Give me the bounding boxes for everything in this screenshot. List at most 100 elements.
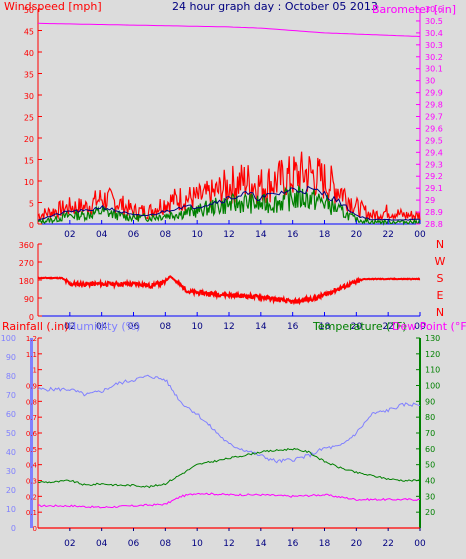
temperature-tick-label: 110 — [425, 366, 440, 375]
panel2-x-tick-label: 02 — [64, 322, 75, 332]
rain-tick-label: 0.1 — [26, 509, 37, 517]
barometer-tick-label: 29.2 — [425, 172, 443, 181]
humidity-tick-label: 40 — [6, 448, 16, 457]
barometer-tick-label: 29.8 — [425, 101, 443, 110]
rain-tick-label: 0.6 — [26, 430, 38, 438]
barometer-tick-label: 30.6 — [425, 5, 443, 14]
panel3-x-tick-label: 16 — [287, 539, 299, 549]
wind-tick-label: 0 — [29, 221, 34, 230]
wind-tick-label: 35 — [24, 71, 34, 80]
barometer-axis-title: Barometer [.in] — [372, 3, 456, 16]
wind-tick-label: 10 — [24, 178, 34, 187]
panel2-x-tick-label: 00 — [414, 322, 426, 332]
direction-tick-label: 270 — [19, 259, 34, 268]
dewpoint-series — [37, 492, 421, 509]
panel2-x-tick-label: 22 — [382, 322, 393, 332]
direction-tick-label: 90 — [24, 295, 34, 304]
panel1-x-tick-label: 14 — [255, 230, 267, 240]
panel1-x-tick-label: 16 — [287, 230, 299, 240]
compass-label: W — [435, 255, 446, 268]
wind-tick-label: 40 — [24, 49, 34, 58]
direction-tick-label: 0 — [29, 313, 34, 322]
barometer-series — [37, 22, 421, 37]
panel2-x-tick-label: 12 — [223, 322, 234, 332]
barometer-tick-label: 30 — [425, 77, 435, 86]
temperature-tick-label: 70 — [425, 429, 435, 438]
barometer-tick-label: 29.1 — [425, 184, 443, 193]
panel1-x-tick-label: 00 — [414, 230, 426, 240]
compass-label: N — [436, 306, 444, 319]
panel1-x-tick-label: 04 — [96, 230, 108, 240]
wind-tick-label: 30 — [24, 92, 34, 101]
barometer-tick-label: 29.7 — [425, 113, 443, 122]
chart-title: 24 hour graph day : October 05 2013 — [172, 0, 378, 13]
direction-series — [37, 275, 421, 306]
wind-speed-series — [37, 185, 420, 221]
panel3-x-tick-label: 08 — [160, 539, 172, 549]
panel2-x-tick-label: 14 — [255, 322, 267, 332]
temperature-series — [37, 447, 421, 489]
panel1-tick-labels: 0 5 10 15 20 25 30 35 40 45 50 28.8 28.9 29 29.1 29.2 29… — [24, 5, 443, 240]
temperature-tick-label: 80 — [425, 413, 435, 422]
temperature-tick-label: 20 — [425, 508, 435, 517]
panel2-x-tick-label: 06 — [128, 322, 140, 332]
rain-tick-label: 0 — [33, 525, 37, 533]
temperature-tick-label: 40 — [425, 477, 435, 486]
barometer-tick-label: 29.9 — [425, 89, 443, 98]
panel2-series — [37, 275, 421, 306]
wind-axis-title: Windspeed [mph] — [4, 0, 102, 13]
rain-tick-label: 0.5 — [26, 446, 37, 454]
humidity-axis-title: Humidity (%) — [68, 320, 140, 333]
rain-axis-title: Rainfall (.in) — [2, 320, 69, 333]
panel2-x-tick-label: 04 — [96, 322, 108, 332]
panel3-x-tick-label: 02 — [64, 539, 75, 549]
panel1-x-tick-label: 12 — [223, 230, 234, 240]
humidity-tick-label: 50 — [6, 429, 16, 438]
rain-tick-label: 0.2 — [26, 493, 37, 501]
temperature-tick-label: 100 — [425, 382, 440, 391]
panel1-x-tick-label: 06 — [128, 230, 140, 240]
humidity-tick-label: 10 — [6, 505, 16, 514]
temperature-tick-label: 30 — [425, 492, 435, 501]
rain-tick-label: 1.1 — [26, 351, 37, 359]
direction-tick-label: 180 — [19, 277, 34, 286]
panel3-x-tick-label: 20 — [351, 539, 363, 549]
panel3-x-tick-label: 06 — [128, 539, 140, 549]
rain-tick-label: 0.3 — [26, 478, 37, 486]
panel3-x-tick-label: 12 — [223, 539, 234, 549]
temperature-axis-title: Temperature (°F) — [312, 320, 407, 333]
direction-tick-label: 360 — [19, 241, 34, 250]
panel3-x-tick-label: 22 — [382, 539, 393, 549]
panel2-x-tick-label: 16 — [287, 322, 299, 332]
panel1-x-tick-label: 08 — [160, 230, 172, 240]
barometer-tick-label: 29 — [425, 196, 435, 205]
wind-tick-label: 15 — [24, 157, 34, 166]
wind-tick-label: 45 — [24, 28, 34, 37]
temperature-tick-label: 90 — [425, 397, 435, 406]
panel2-x-tick-label: 08 — [160, 322, 172, 332]
compass-label: S — [437, 272, 444, 285]
barometer-tick-label: 28.8 — [425, 220, 443, 229]
wind-tick-label: 50 — [24, 6, 34, 15]
panel3-x-tick-label: 14 — [255, 539, 267, 549]
panel3-x-tick-label: 10 — [191, 539, 203, 549]
humidity-tick-label: 80 — [6, 372, 16, 381]
panel2-x-tick-label: 10 — [191, 322, 203, 332]
panel3-x-tick-label: 00 — [414, 539, 426, 549]
panel3-x-tick-label: 04 — [96, 539, 108, 549]
panel1-x-tick-label: 20 — [351, 230, 363, 240]
panel1-x-tick-label: 22 — [382, 230, 393, 240]
humidity-tick-label: 60 — [6, 410, 16, 419]
barometer-tick-label: 29.4 — [425, 148, 443, 157]
humidity-series — [37, 374, 421, 464]
barometer-tick-label: 28.9 — [425, 208, 443, 217]
humidity-tick-label: 30 — [6, 467, 16, 476]
panel1-x-tick-label: 18 — [319, 230, 331, 240]
rain-tick-label: 0.9 — [26, 383, 37, 391]
temperature-tick-label: 50 — [425, 461, 435, 470]
humidity-tick-label: 100 — [1, 334, 16, 343]
